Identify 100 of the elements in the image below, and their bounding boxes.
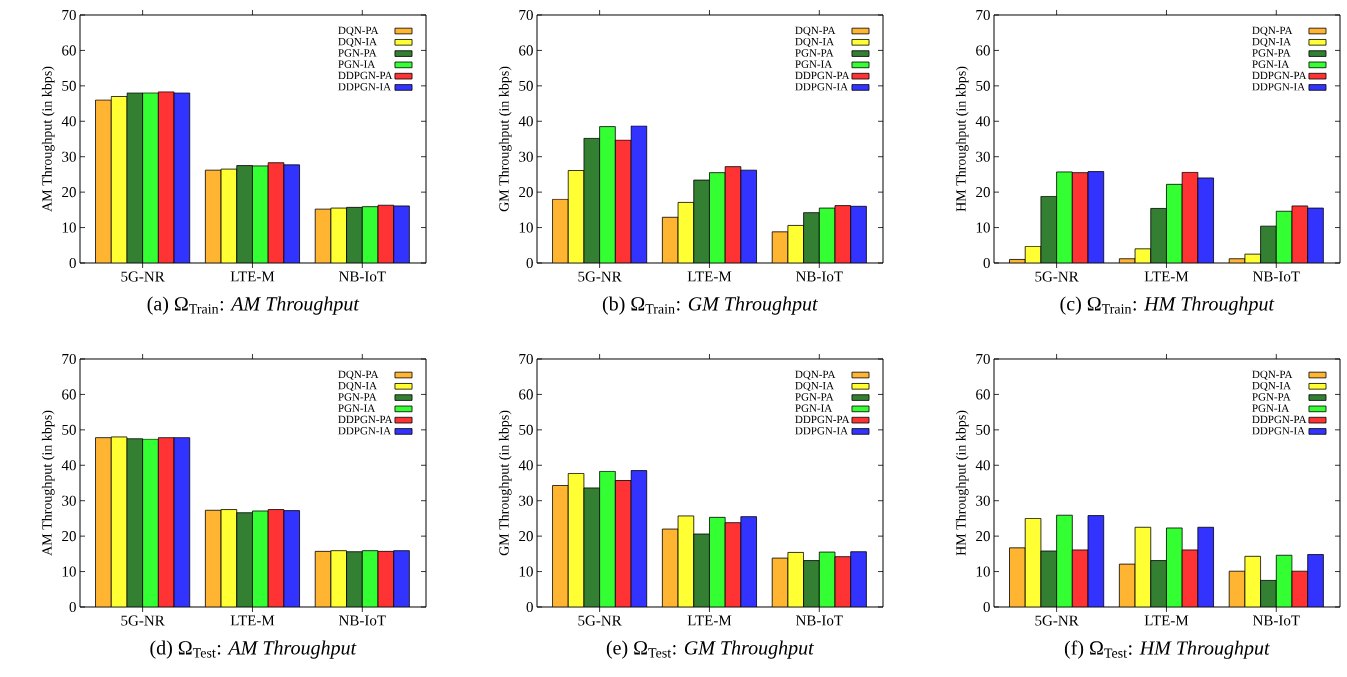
y-tick-label: 30 xyxy=(519,151,533,162)
y-tick-label: 0 xyxy=(983,257,990,269)
y-axis-title: HM Throughput (in kbps) xyxy=(955,410,969,556)
bar xyxy=(393,550,410,607)
bar xyxy=(599,126,616,263)
x-tick-label: 5G-NR xyxy=(121,615,165,626)
legend-label: DQN-PA xyxy=(1252,370,1293,380)
y-tick-label: 40 xyxy=(518,460,533,471)
y-tick-label: 50 xyxy=(519,80,533,91)
bar xyxy=(1166,527,1183,607)
legend-label: DDPGN-IA xyxy=(338,83,392,91)
x-tick-label: 5G-NR xyxy=(1035,615,1079,626)
y-tick-label: 30 xyxy=(519,495,533,506)
bar xyxy=(709,172,726,263)
y-tick-label: 10 xyxy=(976,566,990,577)
bar xyxy=(236,165,253,263)
legend-label: DDPGN-IA xyxy=(1252,83,1306,91)
y-tick-label: 30 xyxy=(62,495,76,506)
y-tick-label: 40 xyxy=(518,116,533,127)
text: (a) Ω$_{Train}$: AM Throughput xyxy=(147,296,360,315)
legend-label: PGN-IA xyxy=(795,404,833,412)
legend-label: DDPGN-IA xyxy=(1252,427,1306,435)
bar xyxy=(252,165,269,263)
y-tick-label: 50 xyxy=(976,80,990,91)
bar xyxy=(236,512,253,607)
legend-label: PGN-PA xyxy=(1252,393,1291,401)
y-tick-label: 0 xyxy=(69,257,76,269)
legend-label: DQN-IA xyxy=(1252,37,1291,47)
y-tick-label: 10 xyxy=(62,222,76,233)
y-tick-label: 50 xyxy=(62,80,76,91)
bar xyxy=(803,560,820,607)
legend-label: DDPGN-PA xyxy=(338,71,393,80)
bar xyxy=(142,92,159,263)
y-tick-label: 60 xyxy=(976,45,990,56)
x-tick-label: NB-IoT xyxy=(1252,615,1300,626)
y-tick-label: 20 xyxy=(976,187,990,198)
bar xyxy=(142,438,159,607)
x-tick-label: 5G-NR xyxy=(578,271,622,282)
x-tick-label: NB-IoT xyxy=(1252,271,1300,282)
x-tick-label: LTE-M xyxy=(1144,615,1189,626)
y-tick-label: 30 xyxy=(976,151,990,162)
text: (d) Ω$_{Test}$: AM Throughput xyxy=(150,640,357,659)
legend-label: DQN-PA xyxy=(1252,26,1293,36)
y-tick-label: 60 xyxy=(519,389,533,400)
x-tick-label: 5G-NR xyxy=(1035,271,1079,282)
legend-label: DQN-PA xyxy=(795,370,836,380)
legend-label: DQN-IA xyxy=(338,381,377,391)
text: (c) Ω$_{Train}$: HM Throughput xyxy=(1060,296,1275,315)
y-axis-title: AM Throughput (in kbps) xyxy=(41,410,55,556)
bar xyxy=(552,485,569,607)
y-tick-label: 0 xyxy=(526,601,533,613)
legend-label: PGN-PA xyxy=(338,49,377,57)
y-tick-label: 20 xyxy=(519,531,533,542)
legend-label: DQN-PA xyxy=(338,26,379,36)
y-tick-label: 30 xyxy=(976,495,990,506)
x-tick-label: NB-IoT xyxy=(795,615,843,626)
y-tick-label: 60 xyxy=(976,389,990,400)
y-tick-label: 70 xyxy=(519,9,533,21)
legend-label: DDPGN-PA xyxy=(795,71,850,80)
legend-label: PGN-PA xyxy=(795,49,834,57)
y-tick-label: 60 xyxy=(62,45,76,56)
y-tick-label: 30 xyxy=(62,151,76,162)
legend-label: PGN-IA xyxy=(338,404,376,412)
x-tick-label: 5G-NR xyxy=(121,271,165,282)
y-tick-label: 10 xyxy=(976,222,990,233)
text: (e) Ω$_{Test}$: GM Throughput xyxy=(606,640,815,659)
bar xyxy=(1260,580,1277,607)
legend-label: PGN-IA xyxy=(795,60,833,68)
x-tick-label: LTE-M xyxy=(1144,271,1189,282)
y-tick-label: 0 xyxy=(526,257,533,269)
legend-label: PGN-PA xyxy=(795,393,834,401)
y-tick-label: 20 xyxy=(62,531,76,542)
y-tick-label: 20 xyxy=(62,187,76,198)
y-tick-label: 40 xyxy=(975,116,990,127)
y-tick-label: 10 xyxy=(519,566,533,577)
y-tick-label: 70 xyxy=(519,353,533,365)
y-axis-title: GM Throughput (in kbps) xyxy=(498,66,512,212)
y-tick-label: 70 xyxy=(976,9,990,21)
y-tick-label: 10 xyxy=(519,222,533,233)
bar xyxy=(1260,225,1277,263)
y-tick-label: 0 xyxy=(983,601,990,613)
y-tick-label: 70 xyxy=(62,9,76,21)
bar xyxy=(693,533,710,607)
legend-label: DQN-IA xyxy=(338,37,377,47)
bar xyxy=(1150,560,1167,607)
legend-label: DQN-PA xyxy=(795,26,836,36)
x-tick-label: LTE-M xyxy=(230,271,275,282)
y-tick-label: 20 xyxy=(519,187,533,198)
legend-label: PGN-IA xyxy=(338,60,376,68)
legend-label: DQN-PA xyxy=(338,370,379,380)
bar xyxy=(1056,171,1073,263)
legend-label: DQN-IA xyxy=(795,37,834,47)
bar xyxy=(252,510,269,607)
x-tick-label: NB-IoT xyxy=(339,271,386,282)
y-tick-label: 40 xyxy=(61,460,76,471)
x-tick-label: LTE-M xyxy=(687,271,732,282)
legend-label: DDPGN-IA xyxy=(795,427,849,435)
x-tick-label: 5G-NR xyxy=(578,615,622,626)
y-tick-label: 70 xyxy=(62,353,76,365)
x-tick-label: NB-IoT xyxy=(795,271,843,282)
